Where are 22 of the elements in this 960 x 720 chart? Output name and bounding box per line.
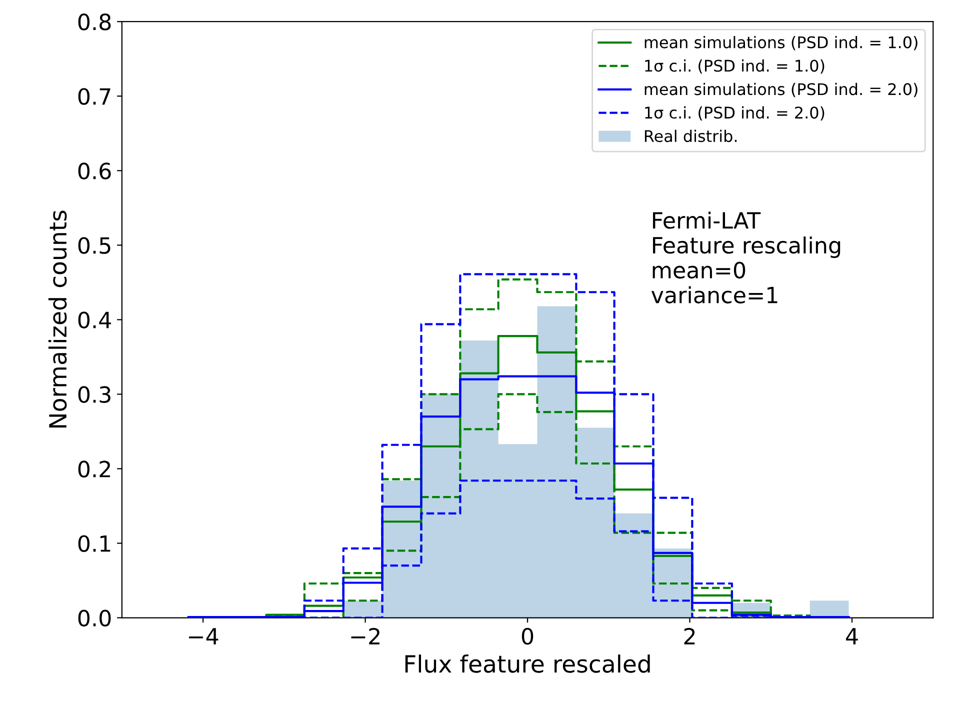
x-tick-label: 4 — [846, 628, 858, 644]
y-tick-label: 0.1 — [78, 535, 110, 552]
legend-label: mean simulations (PSD ind. = 2.0) — [644, 82, 918, 98]
legend-label: Real distrib. — [644, 130, 737, 142]
x-tick-label: −4 — [189, 628, 218, 644]
x-tick-label: −2 — [351, 628, 380, 644]
x-axis-title: Flux feature rescaled — [405, 654, 650, 673]
y-tick-label: 0.0 — [78, 610, 111, 627]
y-tick-label: 0.4 — [78, 312, 111, 328]
y-tick-label: 0.2 — [78, 460, 110, 478]
y-tick-label: 0.7 — [78, 88, 110, 105]
x-tick-label: 2 — [684, 628, 695, 644]
y-tick-label: 0.8 — [78, 14, 111, 30]
y-tick-label: 0.3 — [78, 386, 110, 403]
x-tick-label: 0 — [522, 628, 534, 645]
legend-label: 1σ c.i. (PSD ind. = 1.0) — [645, 59, 824, 74]
annotation: Fermi-LAT Feature rescaling mean=0 variance=1 — [651, 212, 840, 304]
y-tick-label: 0.6 — [78, 162, 111, 180]
y-tick-label: 0.5 — [78, 237, 110, 254]
legend-label: mean simulations (PSD ind. = 1.0) — [644, 36, 918, 50]
legend-label: 1σ c.i. (PSD ind. = 2.0) — [645, 106, 824, 121]
y-axis-title: Normalized counts — [48, 210, 67, 428]
